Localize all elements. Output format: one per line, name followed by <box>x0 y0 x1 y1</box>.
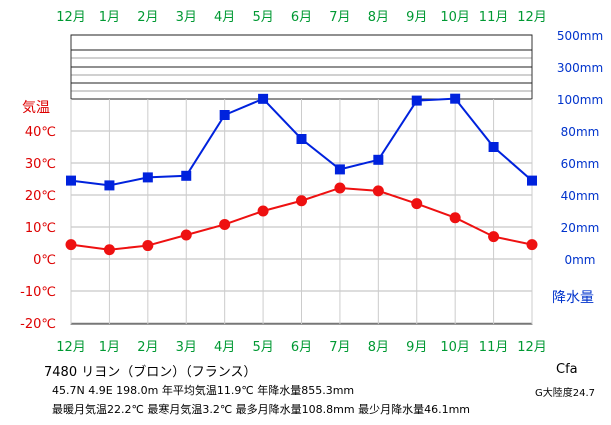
temperature-point <box>449 212 461 224</box>
precipitation-point <box>66 175 76 186</box>
station-name: 7480 リヨン（ブロン）（フランス） <box>44 365 257 380</box>
month-label-top: 10月 <box>440 10 470 25</box>
precipitation-tick-label: 20mm <box>561 221 600 235</box>
monthly-extremes-summary: 最暖月気温22.2℃ 最寒月気温3.2℃ 最多月降水量108.8mm 最少月降水… <box>52 403 471 416</box>
temperature-point <box>526 239 538 251</box>
temperature-tick-label: 40℃ <box>25 125 56 140</box>
month-label-bottom: 12月 <box>517 340 547 355</box>
temperature-axis-label: 気温 <box>22 100 50 116</box>
continentality-index: G大陸度24.7 <box>535 388 596 399</box>
month-label-bottom: 10月 <box>440 340 470 355</box>
month-label-bottom: 3月 <box>176 340 197 355</box>
month-label-bottom: 8月 <box>368 340 389 355</box>
month-label-bottom: 2月 <box>137 340 158 355</box>
month-label-bottom: 1月 <box>99 340 120 355</box>
month-label-bottom: 6月 <box>291 340 312 355</box>
temperature-point <box>142 240 154 252</box>
climate-classification: Cfa <box>556 362 578 377</box>
month-label-top: 6月 <box>291 10 312 25</box>
precipitation-point <box>142 172 153 183</box>
month-label-top: 7月 <box>329 10 350 25</box>
precipitation-point <box>296 134 307 144</box>
month-label-top: 4月 <box>214 10 235 25</box>
month-label-top: 9月 <box>406 10 427 25</box>
precipitation-tick-label: 100mm <box>557 93 603 107</box>
month-label-top: 1月 <box>99 10 120 25</box>
precipitation-point <box>411 95 422 106</box>
precipitation-point <box>450 93 461 104</box>
precipitation-axis-label: 降水量 <box>552 290 594 306</box>
month-label-top: 3月 <box>176 10 197 25</box>
precipitation-tick-label: 40mm <box>561 189 600 203</box>
temperature-tick-label: -20℃ <box>20 317 56 332</box>
month-label-bottom: 4月 <box>214 340 235 355</box>
temperature-point <box>296 195 307 207</box>
month-label-bottom: 5月 <box>252 340 273 355</box>
temperature-tick-label: 0℃ <box>33 253 56 268</box>
temperature-point <box>372 185 384 197</box>
month-label-bottom: 11月 <box>479 340 509 355</box>
precipitation-point <box>488 142 499 152</box>
precipitation-point <box>181 170 192 181</box>
temperature-point <box>334 182 346 194</box>
precipitation-point <box>104 180 115 191</box>
month-label-top: 5月 <box>252 10 273 25</box>
temperature-tick-label: 10℃ <box>25 221 56 236</box>
month-label-bottom: 7月 <box>329 340 350 355</box>
month-label-top: 12月 <box>517 10 547 25</box>
month-label-top: 12月 <box>56 10 86 25</box>
precipitation-tick-label: 80mm <box>561 125 600 139</box>
precipitation-point <box>258 93 269 104</box>
month-label-bottom: 12月 <box>56 340 86 355</box>
precipitation-tick-label: 300mm <box>557 61 603 75</box>
temperature-point <box>488 231 500 243</box>
temperature-point <box>219 218 231 230</box>
month-label-top: 11月 <box>479 10 509 25</box>
temperature-tick-label: 30℃ <box>25 157 56 172</box>
precipitation-point <box>527 175 537 186</box>
precipitation-tick-label: 0mm <box>564 253 595 267</box>
temperature-tick-label: -10℃ <box>20 285 56 300</box>
month-label-top: 8月 <box>368 10 389 25</box>
precipitation-point <box>373 154 384 165</box>
temperature-point <box>65 239 77 251</box>
temperature-point <box>411 198 423 210</box>
precipitation-point <box>334 164 345 175</box>
station-coordinates-summary: 45.7N 4.9E 198.0m 年平均気温11.9℃ 年降水量855.3mm <box>52 384 355 397</box>
temperature-tick-label: 20℃ <box>25 189 56 204</box>
month-label-bottom: 9月 <box>406 340 427 355</box>
month-label-top: 2月 <box>137 10 158 25</box>
precipitation-tick-label: 60mm <box>561 157 600 171</box>
temperature-point <box>180 229 192 241</box>
precipitation-tick-label: 500mm <box>557 29 603 43</box>
temperature-point <box>103 244 115 256</box>
precipitation-point <box>219 110 230 120</box>
temperature-point <box>257 205 269 217</box>
